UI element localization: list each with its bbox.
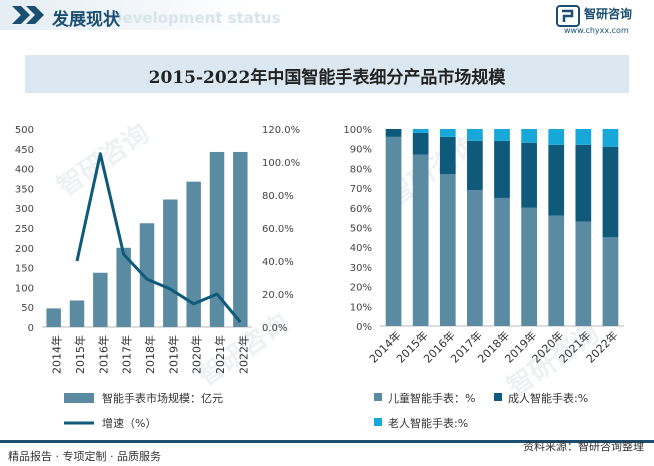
y2-tick-label: 60.0% <box>262 224 294 235</box>
x-tick-label: 2021年 <box>213 335 227 374</box>
y-tick-label: 500 <box>15 125 34 136</box>
brand-name: 智研咨询 <box>584 7 633 21</box>
y-tick-label: 300 <box>15 204 34 215</box>
legend-swatch <box>374 393 382 401</box>
stacked-bar-segment <box>467 140 483 191</box>
double-chevron-icon <box>12 6 44 24</box>
y-tick-label: 10% <box>350 302 372 313</box>
bar <box>116 247 131 327</box>
stacked-bar-segment <box>602 146 619 238</box>
y-tick-label: 40% <box>350 243 372 254</box>
stacked-bar-segment <box>548 215 565 326</box>
bar <box>139 223 155 327</box>
x-tick-label: 2020年 <box>190 335 204 374</box>
stacked-bar-segment <box>439 129 456 137</box>
chart-title-banner: 2015-2022年中国智能手表细分产品市场规模 <box>25 55 629 93</box>
legend-swatch-bar <box>64 393 94 403</box>
bar <box>233 151 248 327</box>
y-tick-label: 250 <box>15 224 34 235</box>
stacked-bar-segment <box>385 136 402 326</box>
y-tick-label: 50 <box>21 303 34 314</box>
bar <box>186 181 201 327</box>
x-tick-label: 2016年 <box>96 335 110 374</box>
y2-tick-label: 20.0% <box>262 290 294 301</box>
stacked-bar-segment <box>602 237 619 326</box>
stacked-bar-segment <box>575 129 592 145</box>
chart-title: 2015-2022年中国智能手表细分产品市场规模 <box>148 68 506 88</box>
legend-label-line: 增速（%） <box>102 416 156 430</box>
legend-swatch <box>494 393 502 401</box>
brand-url: www.chyxx.com <box>564 26 629 35</box>
y-tick-label: 100% <box>343 125 372 136</box>
y-tick-label: 70% <box>350 184 372 195</box>
y2-tick-label: 80.0% <box>262 191 294 202</box>
y2-tick-label: 40.0% <box>262 257 294 268</box>
footer-source: 资料来源：智研咨询整理 <box>523 440 644 453</box>
y-tick-label: 350 <box>15 184 34 195</box>
stacked-bar-segment <box>385 129 402 137</box>
header-subtitle: Development status <box>110 9 281 27</box>
header-title: 发展现状 <box>52 10 120 30</box>
x-tick-label: 2015年 <box>73 335 87 374</box>
bar <box>209 151 225 327</box>
legend-label: 儿童智能手表：% <box>388 391 475 405</box>
stacked-bar-segment <box>412 154 429 326</box>
growth-line <box>75 152 242 324</box>
x-tick-label: 2018年 <box>143 335 157 374</box>
brand-logo-icon <box>556 5 580 27</box>
stacked-bar-segment <box>412 129 429 133</box>
bar <box>46 308 61 327</box>
y-tick-label: 30% <box>350 263 372 274</box>
stacked-bar-segment <box>467 190 483 326</box>
stacked-bar-segment <box>412 132 429 155</box>
y2-tick-label: 0.0% <box>262 323 287 334</box>
legend-swatch <box>374 418 382 426</box>
y-tick-label: 50% <box>350 224 372 235</box>
stacked-bar-segment <box>494 129 510 141</box>
x-tick-label: 2014年 <box>50 335 64 374</box>
stacked-bar-segment <box>521 129 537 143</box>
bar <box>93 272 108 327</box>
stacked-bar-segment <box>467 129 483 141</box>
y-tick-label: 450 <box>15 145 34 156</box>
x-tick-label: 2022年 <box>236 335 250 374</box>
y2-tick-label: 100.0% <box>262 158 300 169</box>
legend-label-bar: 智能手表市场规模：亿元 <box>102 391 223 405</box>
y-tick-label: 90% <box>350 145 372 156</box>
footer-divider <box>0 440 654 443</box>
stacked-bar-segment <box>575 144 592 222</box>
header-bar: Development status 发展现状 智研咨询 www.chyxx.c… <box>0 0 654 40</box>
bar <box>163 199 178 327</box>
y-tick-label: 0 <box>28 323 34 334</box>
stacked-bar-segment <box>494 197 510 326</box>
y-tick-label: 20% <box>350 283 372 294</box>
bar <box>69 300 85 327</box>
stacked-bar-segment <box>602 129 619 147</box>
y-tick-label: 0% <box>356 322 372 333</box>
x-tick-label: 2019年 <box>166 335 180 374</box>
stacked-bar-segment <box>521 207 537 326</box>
y2-tick-label: 120.0% <box>262 125 300 136</box>
y-tick-label: 60% <box>350 204 372 215</box>
legend-label: 老人智能手表:% <box>388 416 468 430</box>
stacked-bar-segment <box>439 174 456 326</box>
y-tick-label: 200 <box>15 244 34 255</box>
y-tick-label: 100 <box>15 283 34 294</box>
stacked-bar-segment <box>494 140 510 198</box>
x-tick-label: 2017年 <box>120 335 134 374</box>
legend-label: 成人智能手表:% <box>508 391 588 405</box>
y-tick-label: 400 <box>15 165 34 176</box>
y-tick-label: 150 <box>15 264 34 275</box>
stacked-bar-segment <box>521 142 537 208</box>
stacked-bar-segment <box>439 136 456 175</box>
stacked-bar-segment <box>575 221 592 326</box>
footer-slogan: 精品报告 · 专项定制 · 品质服务 <box>8 450 161 463</box>
stacked-bar-segment <box>548 129 565 145</box>
y-tick-label: 80% <box>350 164 372 175</box>
stacked-bar-segment <box>548 144 565 216</box>
